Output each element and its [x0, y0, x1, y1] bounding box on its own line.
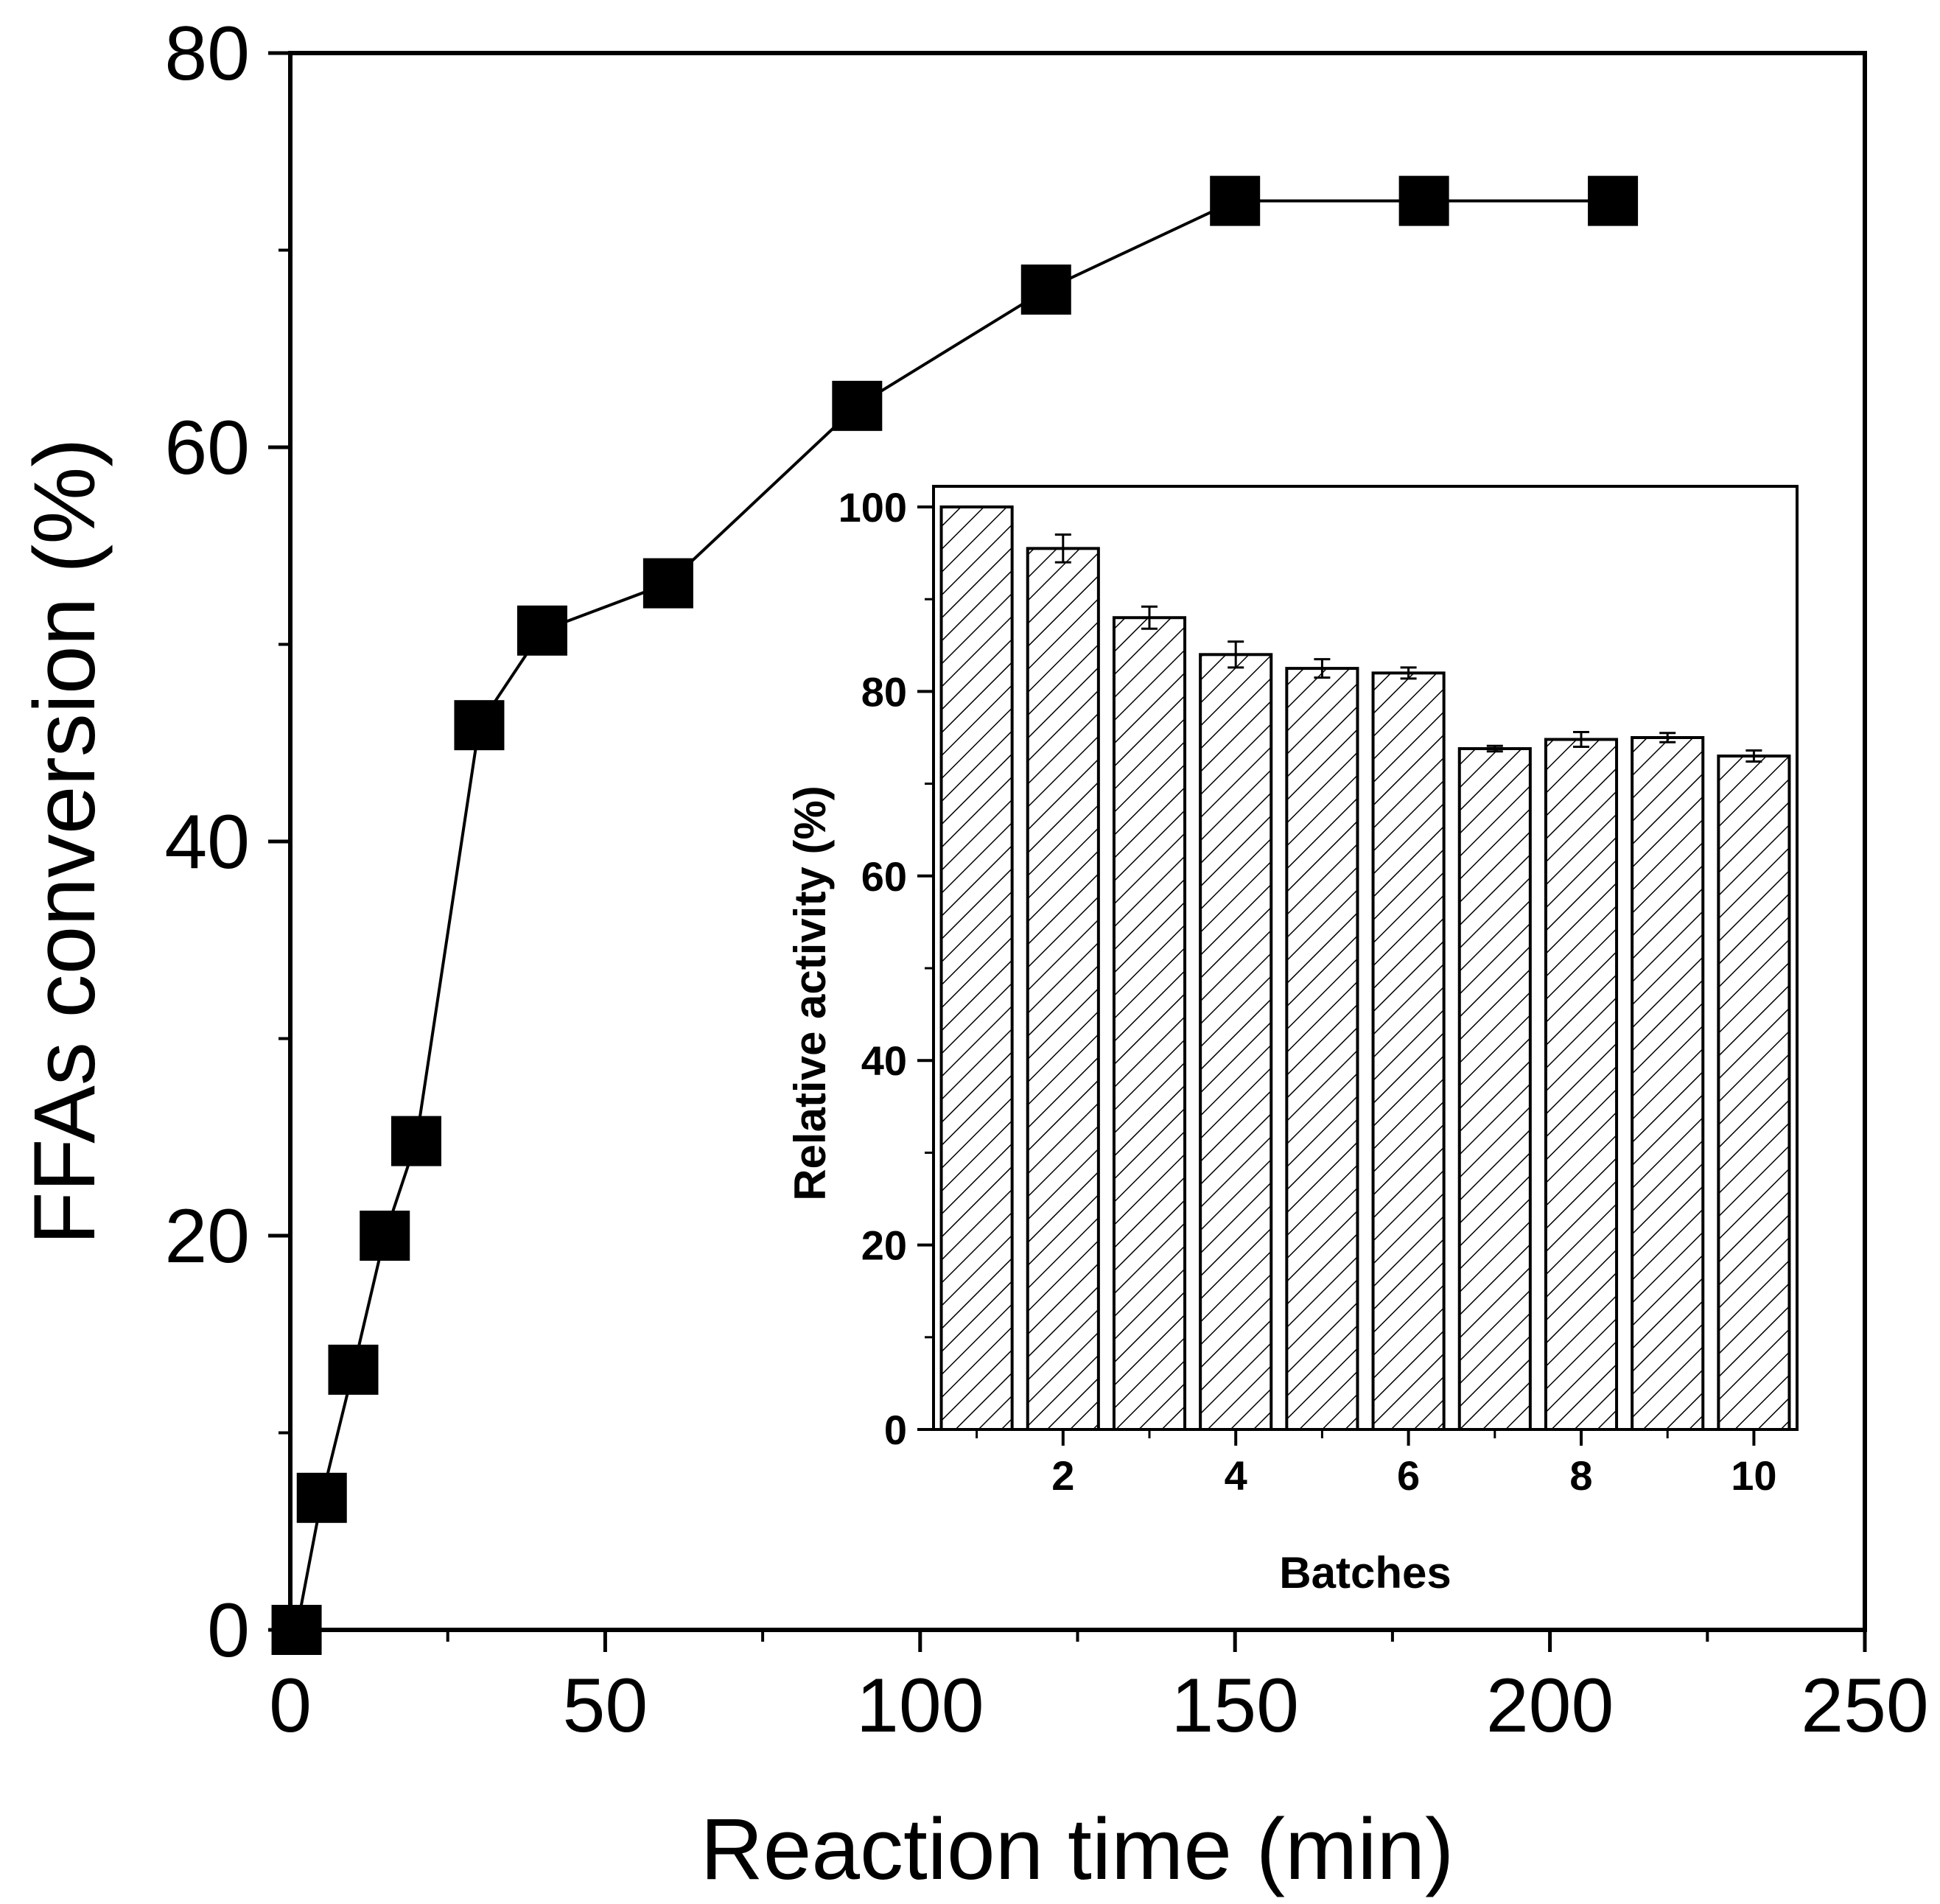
main-data-point	[328, 1344, 379, 1395]
inset-y-axis-title: Relative activity (%)	[785, 785, 835, 1201]
inset-error-bar	[1054, 533, 1071, 564]
inset-x-axis-title: Batches	[1279, 1548, 1451, 1597]
main-data-point	[832, 380, 883, 431]
main-x-tick-label: 0	[269, 1663, 312, 1749]
main-data-point	[271, 1605, 322, 1655]
inset-bar	[1631, 736, 1705, 1431]
main-y-tick-label: 40	[164, 799, 250, 885]
main-x-axis-title: Reaction time (min)	[701, 1801, 1454, 1898]
main-x-tick-label: 50	[563, 1663, 648, 1749]
inset-y-tick-label: 100	[838, 484, 907, 531]
inset-x-tick-label: 2	[1051, 1452, 1074, 1499]
inset-y-tick-label: 0	[884, 1407, 907, 1453]
main-x-tick-label: 100	[856, 1663, 984, 1749]
inset-bar	[1457, 747, 1532, 1431]
main-x-tick-label: 150	[1171, 1663, 1299, 1749]
inset-y-tick-label: 20	[861, 1222, 907, 1269]
inset-ticks	[917, 505, 1756, 1446]
inset-bar	[1112, 616, 1187, 1431]
inset-x-tick-label: 6	[1397, 1452, 1420, 1499]
inset-y-tick-label: 40	[861, 1037, 907, 1084]
inset-error-bar	[1314, 658, 1331, 679]
inset-error-bar	[1400, 666, 1417, 680]
inset-bar	[1026, 547, 1100, 1432]
main-data-point	[454, 700, 505, 751]
main-data-point	[642, 558, 693, 609]
main-data-point	[516, 605, 567, 656]
main-series-markers	[271, 175, 1639, 1655]
main-y-axis-title: FFAs conversion (%)	[16, 438, 113, 1245]
inset-bar	[939, 505, 1014, 1431]
inset-x-tick-label: 4	[1225, 1452, 1247, 1499]
inset-bar	[1544, 738, 1619, 1431]
inset-error-bar	[1573, 730, 1589, 749]
main-data-point	[391, 1116, 441, 1166]
inset-x-tick-label: 10	[1731, 1452, 1776, 1499]
main-x-tick-label: 200	[1486, 1663, 1614, 1749]
main-data-point	[1588, 175, 1639, 226]
inset-error-bars	[1054, 533, 1762, 763]
main-x-tick-label: 250	[1801, 1663, 1929, 1749]
inset-y-tick-label: 60	[861, 853, 907, 900]
inset-y-tick-label: 80	[861, 668, 907, 715]
inset-error-bar	[1228, 640, 1244, 669]
inset-x-tick-label: 8	[1569, 1452, 1592, 1499]
main-data-point	[360, 1211, 410, 1261]
inset-bar	[1285, 667, 1359, 1431]
main-data-point	[1398, 175, 1449, 226]
inset-plot-frame	[932, 485, 1799, 1431]
main-y-tick-label: 20	[164, 1194, 250, 1279]
main-data-point	[1210, 175, 1261, 226]
main-data-point	[296, 1472, 347, 1523]
inset-bar	[1199, 653, 1273, 1432]
main-y-tick-label: 0	[207, 1588, 250, 1673]
inset-bar	[1717, 755, 1791, 1432]
inset-error-bar	[1659, 732, 1676, 743]
main-y-tick-label: 80	[164, 11, 250, 97]
inset-error-bar	[1486, 744, 1503, 753]
main-y-tick-label: 60	[164, 405, 250, 491]
inset-bar	[1371, 671, 1446, 1431]
main-data-point	[1020, 265, 1071, 315]
inset-error-bar	[1745, 749, 1762, 763]
inset-error-bar	[1141, 605, 1158, 630]
